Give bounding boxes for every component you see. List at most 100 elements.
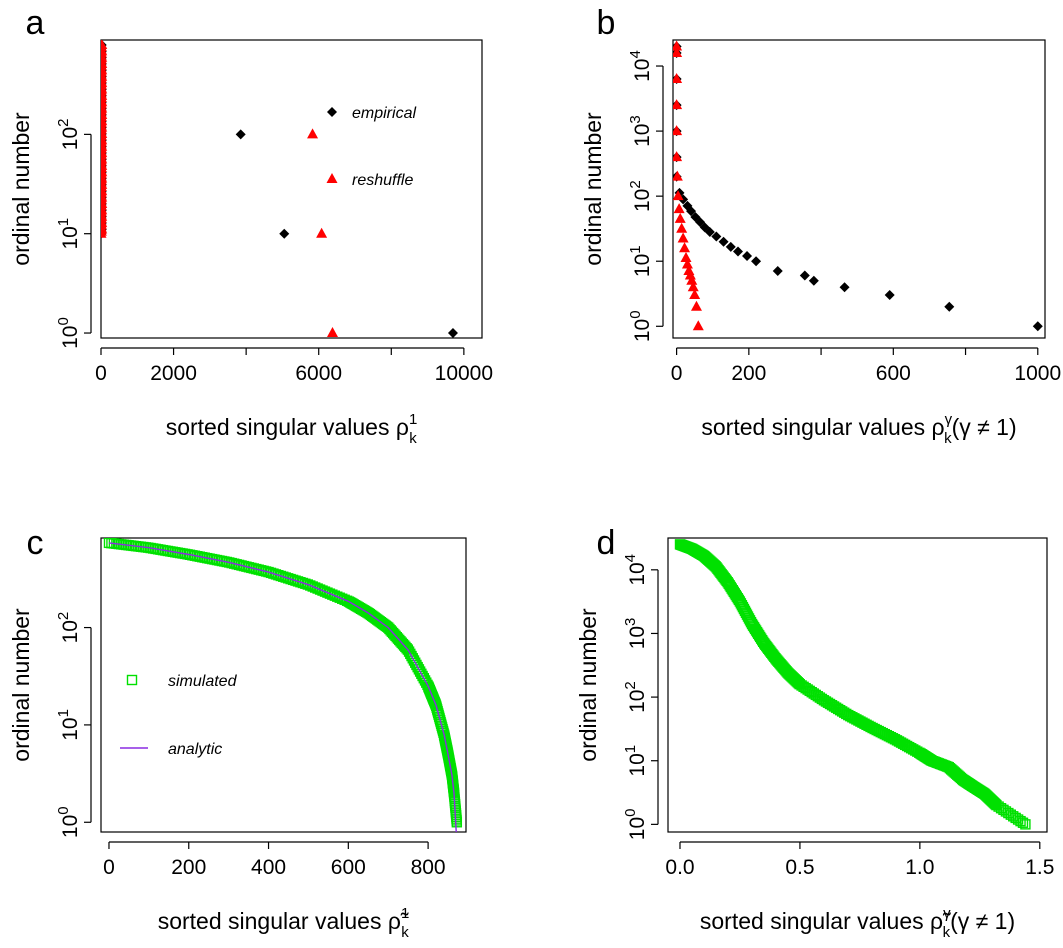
y-tick-base: 10 [59,717,82,740]
y-tick-label: 103 [622,618,649,650]
plot-frame [100,39,483,339]
y-tick-label: 101 [622,745,649,777]
legend-label-empirical: empirical [352,105,416,122]
plot-frame [672,39,1046,339]
data-point-reshuffle [676,222,688,233]
data-point-reshuffle [673,99,683,110]
y-tick-label: 100 [55,317,82,349]
y-tick-exponent: 0 [55,806,72,814]
y-tick-exponent: 2 [622,681,639,689]
x-label-suffix: (γ ≠ 1) [952,414,1017,440]
data-point-empirical [218,40,219,41]
x-tick-label: 2000 [150,362,197,385]
y-tick-label: 100 [627,310,654,342]
x-label-sup: 1 [401,905,409,922]
y-tick-exponent: 1 [627,245,644,253]
y-tick-exponent: 1 [55,709,72,717]
y-tick-label: 102 [55,612,82,644]
data-layer [103,538,463,832]
data-point-empirical [725,241,736,252]
y-tick-base: 10 [631,319,654,342]
x-label-sub: k [943,924,951,941]
x-tick-label: 800 [411,856,446,879]
y-tick-exponent: 3 [622,618,639,626]
data-point-reshuffle [301,29,312,39]
data-point-reshuffle [673,73,683,84]
y-axis-label: ordinal number [575,608,601,762]
curve-point-simulated [1020,819,1031,830]
y-axis-label: ordinal number [8,608,34,762]
data-point-reshuffle [327,327,339,338]
y-axis-label: ordinal number [8,112,34,266]
panel-letter: d [597,524,616,562]
data-point-reshuffle [687,281,699,292]
x-label-main: sorted singular values ρ [701,414,944,440]
data-point-reshuffle [690,300,702,311]
y-tick-base: 10 [626,753,649,776]
data-point-reshuffle [683,264,695,275]
legend-label-analytic: analytic [168,741,222,758]
data-point-reshuffle [680,251,692,262]
x-label-sub: k [401,924,409,941]
data-point-empirical [447,328,458,338]
data-point-reshuffle [673,203,685,214]
y-tick-base: 10 [59,226,82,249]
y-tick-base: 10 [631,124,654,147]
y-tick-label: 101 [55,709,82,741]
data-point-empirical [682,200,693,211]
data-point-empirical [1032,321,1043,332]
y-tick-base: 10 [631,59,654,82]
data-point-empirical [944,301,955,312]
y-tick-base: 10 [626,562,649,585]
legend-label-simulated: simulated [168,673,238,690]
x-tick-label: 200 [731,362,766,385]
data-point-reshuffle [681,258,693,269]
x-tick-label: 400 [251,856,286,879]
y-tick-exponent: 0 [622,809,639,817]
x-axis-label: sorted singular values ρ̃γ k(γ ≠ 1) [700,905,1015,941]
y-tick-label: 104 [627,50,654,82]
data-point-empirical [808,275,819,286]
x-tick-label: 6000 [295,362,342,385]
y-tick-label: 100 [622,809,649,841]
data-point-empirical [839,282,850,293]
data-point-reshuffle [673,40,683,51]
x-tick-label: 0.5 [785,856,814,879]
y-tick-base: 10 [626,817,649,840]
data-point-empirical [733,246,744,257]
x-axis-label: sorted singular values ρ̃1 k [158,905,410,941]
y-tick-exponent: 2 [55,119,72,127]
y-tick-base: 10 [626,626,649,649]
data-point-empirical [235,129,246,140]
x-axis-label: sorted singular values ρ1 k [166,411,418,447]
y-tick-label: 101 [55,218,82,250]
x-label-sup: γ [945,411,953,428]
x-label-main: sorted singular values ρ̃ [700,908,951,934]
y-tick-exponent: 1 [622,745,639,753]
data-point-reshuffle [673,125,683,136]
panel-letter: b [597,4,616,42]
data-point-empirical [751,256,762,267]
data-point-empirical [884,290,895,301]
legend-marker-empirical [327,107,337,117]
y-tick-base: 10 [631,189,654,212]
y-tick-exponent: 4 [622,554,639,562]
x-tick-label: 600 [876,362,911,385]
y-tick-base: 10 [59,620,82,643]
panel-letter: c [27,524,44,562]
data-point-empirical [279,228,290,239]
data-point-reshuffle [673,190,684,201]
y-tick-exponent: 1 [55,218,72,226]
x-axis-label: sorted singular values ργ k(γ ≠ 1) [701,411,1016,447]
data-point-reshuffle [686,274,698,285]
y-tick-exponent: 3 [627,115,644,123]
data-point-empirical [742,251,753,262]
y-tick-label: 102 [627,180,654,212]
data-layer [673,40,1043,332]
data-point-reshuffle [316,227,328,238]
x-label-main: sorted singular values ρ̃ [158,908,409,934]
y-tick-label: 102 [55,119,82,151]
